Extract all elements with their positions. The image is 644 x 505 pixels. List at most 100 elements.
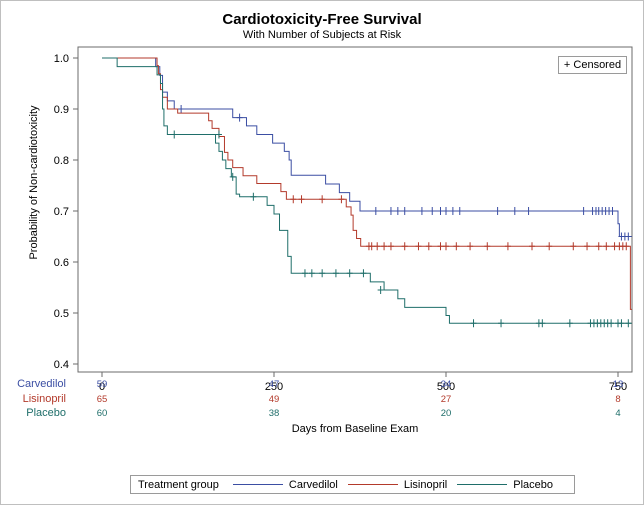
- censor-mark-carvedilol: [401, 207, 408, 215]
- legend-swatch-lisinopril: [347, 484, 398, 485]
- censor-mark-placebo: [319, 269, 326, 278]
- censor-mark-placebo: [301, 269, 308, 278]
- plot-axes: 0.4 0.5 0.6 0.7 0.8 0.9 1.0 0 250 500 750 Days from…: [28, 46, 633, 435]
- y-axis-label: Probability of Non-cardiotoxicity: [28, 105, 40, 260]
- at-risk-count-carvedilol: 13: [613, 379, 624, 390]
- censor-mark-carvedilol: [525, 207, 532, 215]
- censor-mark-carvedilol: [580, 207, 587, 215]
- censor-mark-carvedilol: [511, 207, 518, 215]
- chart-title: Cardiotoxicity-Free Survival: [222, 11, 422, 28]
- legend-swatch-carvedilol: [232, 484, 283, 485]
- legend-swatch-placebo: [457, 484, 508, 485]
- censor-mark-placebo: [346, 269, 353, 278]
- censor-mark-lisinopril: [425, 242, 432, 251]
- censor-mark-lisinopril: [603, 242, 610, 251]
- censor-mark-carvedilol: [372, 207, 379, 215]
- x-tick-label: 250: [265, 381, 283, 393]
- x-tick-label: 0: [99, 381, 105, 393]
- censor-mark-placebo: [539, 319, 546, 328]
- censor-mark-placebo: [498, 319, 505, 328]
- censor-mark-lisinopril: [595, 242, 602, 251]
- survival-curves: [102, 57, 632, 328]
- censor-mark-lisinopril: [387, 242, 394, 251]
- censor-mark-placebo: [215, 130, 222, 139]
- censor-mark-lisinopril: [546, 242, 553, 251]
- y-tick-label: 0.7: [54, 206, 69, 218]
- censor-mark-lisinopril: [453, 242, 460, 251]
- censor-mark-carvedilol: [443, 207, 449, 215]
- censor-mark-placebo: [377, 286, 384, 295]
- censor-mark-lisinopril: [381, 242, 388, 251]
- y-tick-label: 0.8: [54, 155, 69, 167]
- censor-mark-lisinopril: [623, 242, 630, 251]
- censor-mark-lisinopril: [529, 242, 535, 251]
- legend-label-lisinopril: Lisinopril: [403, 478, 448, 491]
- at-risk-count-carvedilol: 59: [97, 379, 108, 390]
- censor-mark-carvedilol: [178, 105, 185, 113]
- at-risk-count-lisinopril: 27: [441, 394, 452, 405]
- censor-mark-placebo: [332, 269, 339, 278]
- censor-mark-placebo: [470, 319, 477, 328]
- at-risk-label-lisinopril: Lisinopril: [23, 393, 66, 405]
- censor-mark-carvedilol: [456, 207, 463, 215]
- curve-lisinopril: [102, 57, 632, 310]
- y-tick-label: 1.0: [54, 53, 69, 65]
- censor-mark-placebo: [171, 130, 178, 139]
- curve-carvedilol: [102, 57, 632, 237]
- at-risk-count-carvedilol: 34: [441, 379, 452, 390]
- censor-mark-lisinopril: [319, 195, 326, 204]
- censor-mark-placebo: [566, 319, 573, 328]
- at-risk-count-lisinopril: 8: [615, 394, 620, 405]
- censored-legend: + Censored: [558, 56, 627, 74]
- censor-mark-placebo: [308, 269, 315, 278]
- censor-mark-lisinopril: [374, 242, 381, 251]
- x-tick-label: 500: [437, 381, 455, 393]
- censor-mark-lisinopril: [437, 242, 444, 251]
- y-tick-label: 0.9: [54, 104, 69, 116]
- x-axis-label: Days from Baseline Exam: [292, 423, 419, 435]
- curve-placebo: [102, 57, 632, 324]
- censor-mark-lisinopril: [570, 242, 577, 251]
- legend-title: Treatment group: [138, 478, 219, 491]
- censor-mark-placebo: [608, 319, 615, 328]
- censor-mark-lisinopril: [467, 242, 474, 251]
- censor-mark-placebo: [618, 319, 625, 328]
- chart-subtitle: With Number of Subjects at Risk: [242, 29, 402, 41]
- censor-mark-lisinopril: [584, 242, 591, 251]
- x-tick-label: 750: [609, 381, 627, 393]
- censor-mark-placebo: [250, 192, 257, 201]
- at-risk-count-placebo: 60: [97, 408, 108, 419]
- legend-item-lisinopril: Lisinopril: [347, 478, 448, 491]
- censor-mark-carvedilol: [394, 207, 401, 215]
- legend-label-carvedilol: Carvedilol: [288, 478, 338, 491]
- at-risk-count-placebo: 4: [615, 408, 620, 419]
- y-tick-label: 0.6: [54, 257, 69, 269]
- at-risk-table: Carvedilol 59 47 34 13 Lisinopril 65 49 27 8 Place…: [17, 378, 623, 419]
- censor-mark-lisinopril: [368, 242, 375, 251]
- censor-mark-placebo: [625, 319, 632, 328]
- at-risk-count-lisinopril: 65: [97, 394, 108, 405]
- censor-mark-carvedilol: [418, 207, 425, 215]
- at-risk-label-placebo: Placebo: [26, 407, 66, 419]
- y-tick-label: 0.5: [54, 308, 69, 320]
- legend-label-placebo: Placebo: [513, 478, 554, 491]
- censor-mark-lisinopril: [298, 195, 305, 204]
- censor-mark-lisinopril: [401, 242, 408, 251]
- y-tick-label: 0.4: [54, 359, 69, 371]
- censor-mark-placebo: [360, 269, 367, 278]
- plot-area-frame: [77, 46, 633, 373]
- censor-mark-carvedilol: [236, 113, 243, 122]
- at-risk-count-carvedilol: 47: [269, 379, 280, 390]
- censor-mark-carvedilol: [449, 207, 456, 215]
- censor-mark-carvedilol: [494, 207, 501, 215]
- at-risk-count-lisinopril: 49: [269, 394, 280, 405]
- censor-mark-carvedilol: [437, 207, 444, 215]
- censor-mark-lisinopril: [443, 242, 449, 251]
- at-risk-count-placebo: 20: [441, 408, 452, 419]
- censor-mark-lisinopril: [415, 242, 422, 251]
- censor-mark-lisinopril: [484, 242, 491, 251]
- censor-mark-carvedilol: [625, 232, 632, 241]
- legend-item-placebo: Placebo: [457, 479, 553, 491]
